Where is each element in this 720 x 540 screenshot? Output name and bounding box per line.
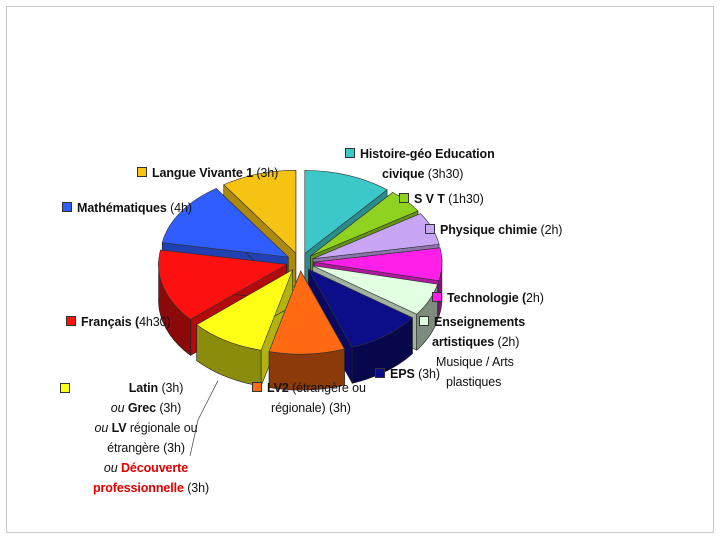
label-decouverte: ou Découverte [38, 458, 254, 478]
label-text: Latin [128, 381, 159, 395]
label-histoire-geo: Histoire-géo Education [345, 144, 495, 164]
label-text: EPS [390, 367, 415, 381]
label-hours: (3h) [159, 401, 182, 415]
label-physique-chimie: Physique chimie (2h) [425, 220, 562, 240]
label-langue-vivante-1: Langue Vivante 1 (3h) [137, 163, 278, 183]
legend-swatch-enseignements [419, 316, 429, 326]
label-latin: Latin (3h) [58, 378, 254, 398]
slice-top-face [304, 170, 388, 255]
legend-swatch-svt [399, 193, 409, 203]
label-latin-block: Latin (3h) ou Grec (3h) ou LV régionale … [58, 378, 254, 498]
label-lv-2: étrangère (3h) [38, 438, 254, 458]
label-lv2: LV2 (étrangère ou [252, 378, 366, 398]
label-technologie: Technologie (2h) [432, 288, 544, 308]
label-text: civique [382, 167, 425, 181]
label-text: Musique / Arts [436, 355, 514, 369]
slice-top-face [158, 249, 288, 320]
label-grec: ou Grec (3h) [38, 398, 254, 418]
label-hours: 2h) [526, 291, 544, 305]
label-text: Découverte [121, 461, 189, 475]
slice-top-face [161, 188, 290, 258]
label-text: LV2 [267, 381, 289, 395]
label-hours: (2h) [540, 223, 563, 237]
label-eps: EPS (3h) [375, 364, 440, 384]
label-text: Technologie ( [447, 291, 527, 305]
slice-top-face [196, 269, 294, 351]
label-text: étrangère (3h) [107, 441, 185, 455]
legend-swatch-mathematiques [62, 202, 72, 212]
label-text: Enseignements [434, 315, 526, 329]
label-text: Mathématiques [77, 201, 167, 215]
label-text: professionnelle [92, 481, 184, 495]
label-hours: (2h) [497, 335, 520, 349]
label-text: artistiques [432, 335, 495, 349]
slice-top-face [312, 265, 438, 315]
label-enseignements-artistiques: Enseignements [419, 312, 525, 332]
label-decouverte-2: professionnelle (3h) [48, 478, 254, 498]
slice-top-face [307, 268, 413, 348]
label-lv2-2: régionale) (3h) [271, 398, 351, 418]
label-histoire-geo-2: civique (3h30) [382, 164, 463, 184]
legend-swatch-histoire-geo [345, 148, 355, 158]
label-ou: ou [94, 421, 109, 435]
label-hours: 4h30) [139, 315, 171, 329]
label-hours: (3h30) [427, 167, 464, 181]
legend-swatch-latin [60, 383, 70, 393]
slice-top-face [223, 170, 297, 255]
pie-slice [268, 269, 345, 391]
pie-slice [196, 269, 294, 387]
label-enseignements-4: plastiques [446, 372, 501, 392]
label-text: Français ( [81, 315, 140, 329]
label-lv: ou LV régionale ou [38, 418, 254, 438]
label-text: Grec [127, 401, 156, 415]
label-text: plastiques [446, 375, 502, 389]
slide-frame [6, 6, 714, 533]
label-hours: (4h) [170, 201, 192, 215]
label-hours: (3h) [256, 166, 279, 180]
leader-line-latin [189, 380, 219, 457]
label-text: régionale ou [129, 421, 198, 435]
legend-swatch-physique-chimie [425, 224, 435, 234]
label-text: Physique chimie [440, 223, 538, 237]
label-hours: (3h) [418, 367, 440, 381]
label-mathematiques: Mathématiques (4h) [62, 198, 192, 218]
label-text: Histoire-géo Education [360, 147, 495, 161]
label-hours: (3h) [161, 381, 184, 395]
legend-swatch-francais [66, 316, 76, 326]
slice-top-face [268, 270, 345, 355]
legend-swatch-lv2 [252, 382, 262, 392]
label-text: S V T [414, 192, 445, 206]
label-svt: S V T (1h30) [399, 189, 484, 209]
legend-swatch-technologie [432, 292, 442, 302]
slice-top-face [313, 247, 443, 282]
label-francais: Français (4h30) [66, 312, 171, 332]
label-text: (étrangère ou [292, 381, 366, 395]
label-text: Langue Vivante 1 [152, 166, 253, 180]
label-enseignements-2: artistiques (2h) [432, 332, 519, 352]
label-text: régionale) (3h) [271, 401, 351, 415]
label-ou: ou [103, 461, 118, 475]
label-hours: (1h30) [448, 192, 484, 206]
label-enseignements-3: Musique / Arts [436, 352, 514, 372]
label-ou: ou [110, 401, 125, 415]
label-hours: (3h) [187, 481, 210, 495]
legend-swatch-lv1 [137, 167, 147, 177]
label-text: LV [111, 421, 127, 435]
legend-swatch-eps [375, 368, 385, 378]
